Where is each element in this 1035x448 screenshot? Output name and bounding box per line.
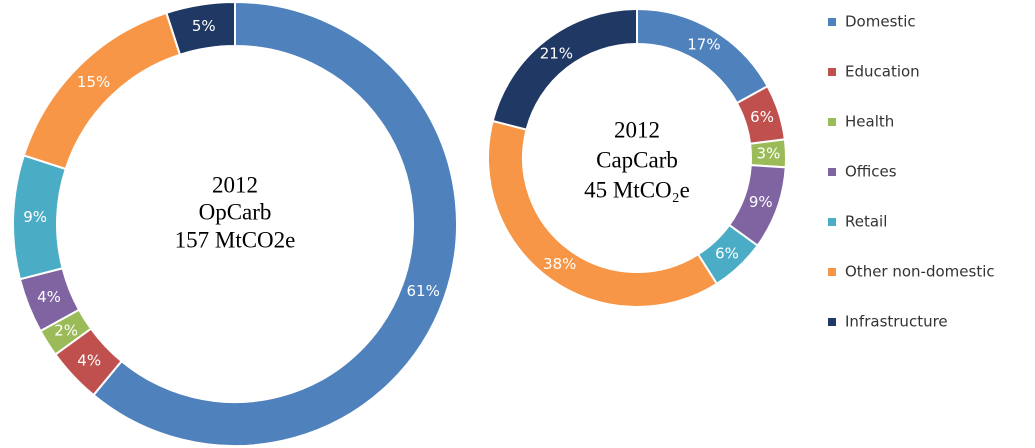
- value-label: 6%: [750, 108, 774, 126]
- value-label: 2%: [54, 322, 78, 340]
- donut-slice: [491, 7, 638, 131]
- center-text: 45 MtCO₂e: [584, 177, 690, 202]
- legend-label: Offices: [845, 163, 897, 181]
- value-label: 9%: [749, 193, 773, 211]
- legend-swatch: [828, 268, 836, 276]
- legend-label: Domestic: [845, 13, 916, 31]
- value-label: 17%: [687, 35, 720, 53]
- value-label: 3%: [757, 144, 781, 162]
- value-label: 4%: [77, 351, 101, 369]
- legend-label: Infrastructure: [845, 313, 948, 331]
- legend-swatch: [828, 118, 836, 126]
- center-text: OpCarb: [199, 199, 272, 224]
- center-text: 2012: [212, 172, 258, 197]
- value-label: 9%: [23, 208, 47, 226]
- center-text: 157 MtCO2e: [175, 227, 296, 252]
- donut-slice: [636, 7, 769, 105]
- legend-swatch: [828, 18, 836, 26]
- donut-slice: [92, 0, 458, 447]
- value-label: 5%: [192, 17, 216, 35]
- value-label: 61%: [407, 282, 440, 300]
- legend-label: Health: [845, 113, 894, 131]
- legend-label: Other non-domestic: [845, 263, 995, 281]
- legend-swatch: [828, 218, 836, 226]
- value-label: 38%: [543, 255, 576, 273]
- donut-slice: [165, 0, 236, 56]
- legend-swatch: [828, 68, 836, 76]
- legend-label: Education: [845, 63, 920, 81]
- value-label: 4%: [37, 288, 61, 306]
- center-text: CapCarb: [596, 147, 678, 172]
- center-text: 2012: [614, 117, 660, 142]
- legend-label: Retail: [845, 213, 887, 231]
- value-label: 21%: [540, 45, 573, 63]
- value-label: 6%: [715, 244, 739, 262]
- value-label: 15%: [77, 73, 110, 91]
- legend-swatch: [828, 318, 836, 326]
- legend-swatch: [828, 168, 836, 176]
